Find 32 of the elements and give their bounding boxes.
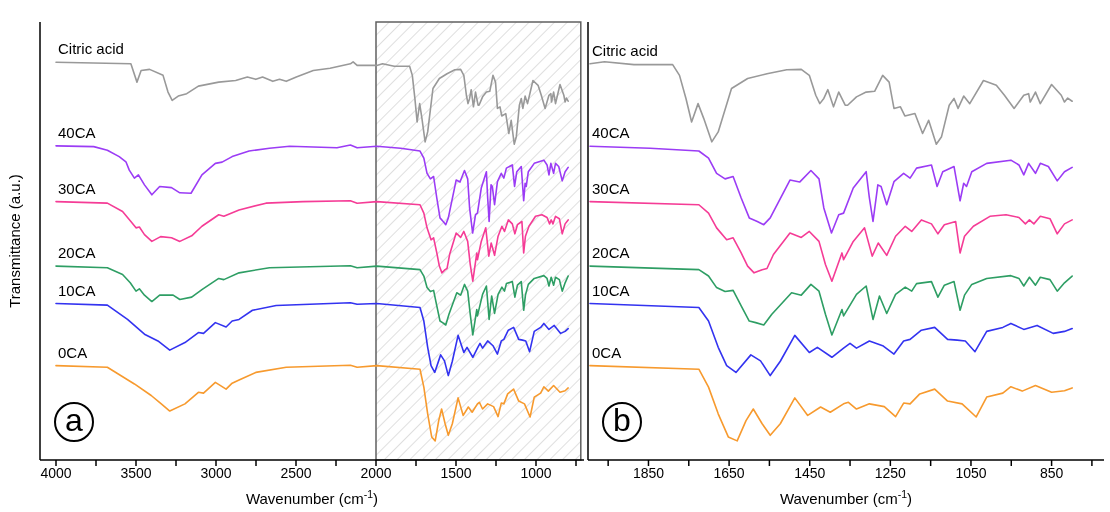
series-label: 20CA [592, 244, 630, 262]
circle-badge: b [602, 402, 642, 442]
series-label: 40CA [58, 123, 96, 141]
x-tick-label: 850 [1039, 464, 1064, 481]
series-label: 10CA [58, 281, 96, 299]
annotation: a [65, 402, 83, 438]
x-tick-label: 1250 [874, 464, 907, 481]
x-axis-title: Wavenumber (cm$^{-1}$) [779, 488, 913, 507]
series-label: Citric acid [58, 40, 124, 58]
x-tick-label: 1450 [794, 464, 826, 481]
series-label: 20CA [58, 244, 96, 262]
x-tick-label: 1000 [520, 464, 552, 481]
x-tick-label: 2500 [280, 464, 312, 481]
x-tick-label: 1650 [713, 464, 745, 481]
x-tick-label: 4000 [40, 464, 72, 481]
x-tick-label: 3500 [120, 464, 152, 481]
series-label: Citric acid [592, 41, 658, 59]
series-label: 40CA [592, 124, 630, 142]
x-tick-label: 1050 [955, 464, 987, 481]
annotation: b [613, 402, 631, 438]
y-axis-title: Transmittance (a.u.) [6, 174, 23, 308]
series-label: 10CA [592, 281, 630, 299]
x-axis-title: Wavenumber (cm$^{-1}$) [245, 488, 379, 507]
x-tick-label: 3000 [200, 464, 232, 481]
series-label: 0CA [592, 343, 622, 361]
x-tick-label: 2000 [360, 464, 392, 481]
series-label: 30CA [592, 179, 630, 197]
x-tick-label: 1850 [632, 464, 665, 481]
series-label: 30CA [58, 179, 96, 197]
circle-badge: a [54, 402, 94, 442]
x-tick-label: 1500 [440, 464, 472, 481]
series-label: 0CA [58, 343, 88, 361]
